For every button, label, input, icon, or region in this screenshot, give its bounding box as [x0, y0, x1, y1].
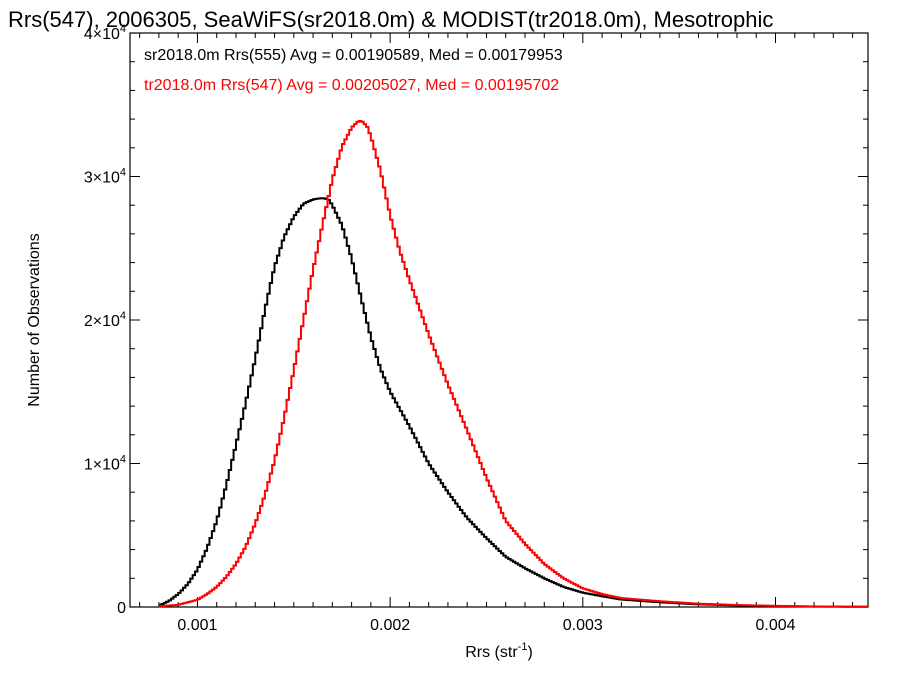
x-axis-ticks: 0.001 0.002 0.003 0.004	[139, 33, 854, 634]
series-lines	[158, 119, 869, 608]
x-label-tail: )	[527, 644, 532, 661]
y-tick-label: 3×104	[84, 167, 126, 187]
legend-entry-1: tr2018.0m Rrs(547) Avg = 0.00205027, Med…	[144, 77, 559, 94]
series-line-0	[158, 197, 868, 608]
y-tick-exponent: 4	[120, 454, 126, 466]
y-tick-exponent: 4	[120, 310, 126, 322]
y-tick-label: 1×104	[84, 454, 126, 474]
chart-title: Rrs(547), 2006305, SeaWiFS(sr2018.0m) & …	[8, 7, 773, 32]
x-axis-label: Rrs (str-1)	[465, 641, 533, 661]
x-tick-label: 0.003	[563, 617, 603, 634]
y-axis-label: Number of Observations	[26, 233, 43, 406]
x-tick-label: 0.002	[370, 617, 410, 634]
x-label-text: Rrs (str	[465, 644, 518, 661]
plot-frame	[129, 32, 869, 608]
series-line-1	[158, 119, 869, 608]
y-axis-ticks: 0 1×104 2×104 3×104 4×104	[84, 23, 868, 617]
x-tick-label: 0.004	[755, 617, 795, 634]
y-tick-label: 4×104	[84, 23, 126, 43]
y-tick-exponent: 4	[120, 23, 126, 35]
x-label-sup: -1	[518, 641, 528, 653]
x-tick-label: 0.001	[177, 617, 217, 634]
y-tick-label: 2×104	[84, 310, 126, 330]
y-tick-label: 0	[117, 600, 126, 617]
legend: sr2018.0m Rrs(555) Avg = 0.00190589, Med…	[144, 47, 563, 94]
legend-entry-0: sr2018.0m Rrs(555) Avg = 0.00190589, Med…	[144, 47, 563, 64]
y-tick-exponent: 4	[120, 167, 126, 179]
